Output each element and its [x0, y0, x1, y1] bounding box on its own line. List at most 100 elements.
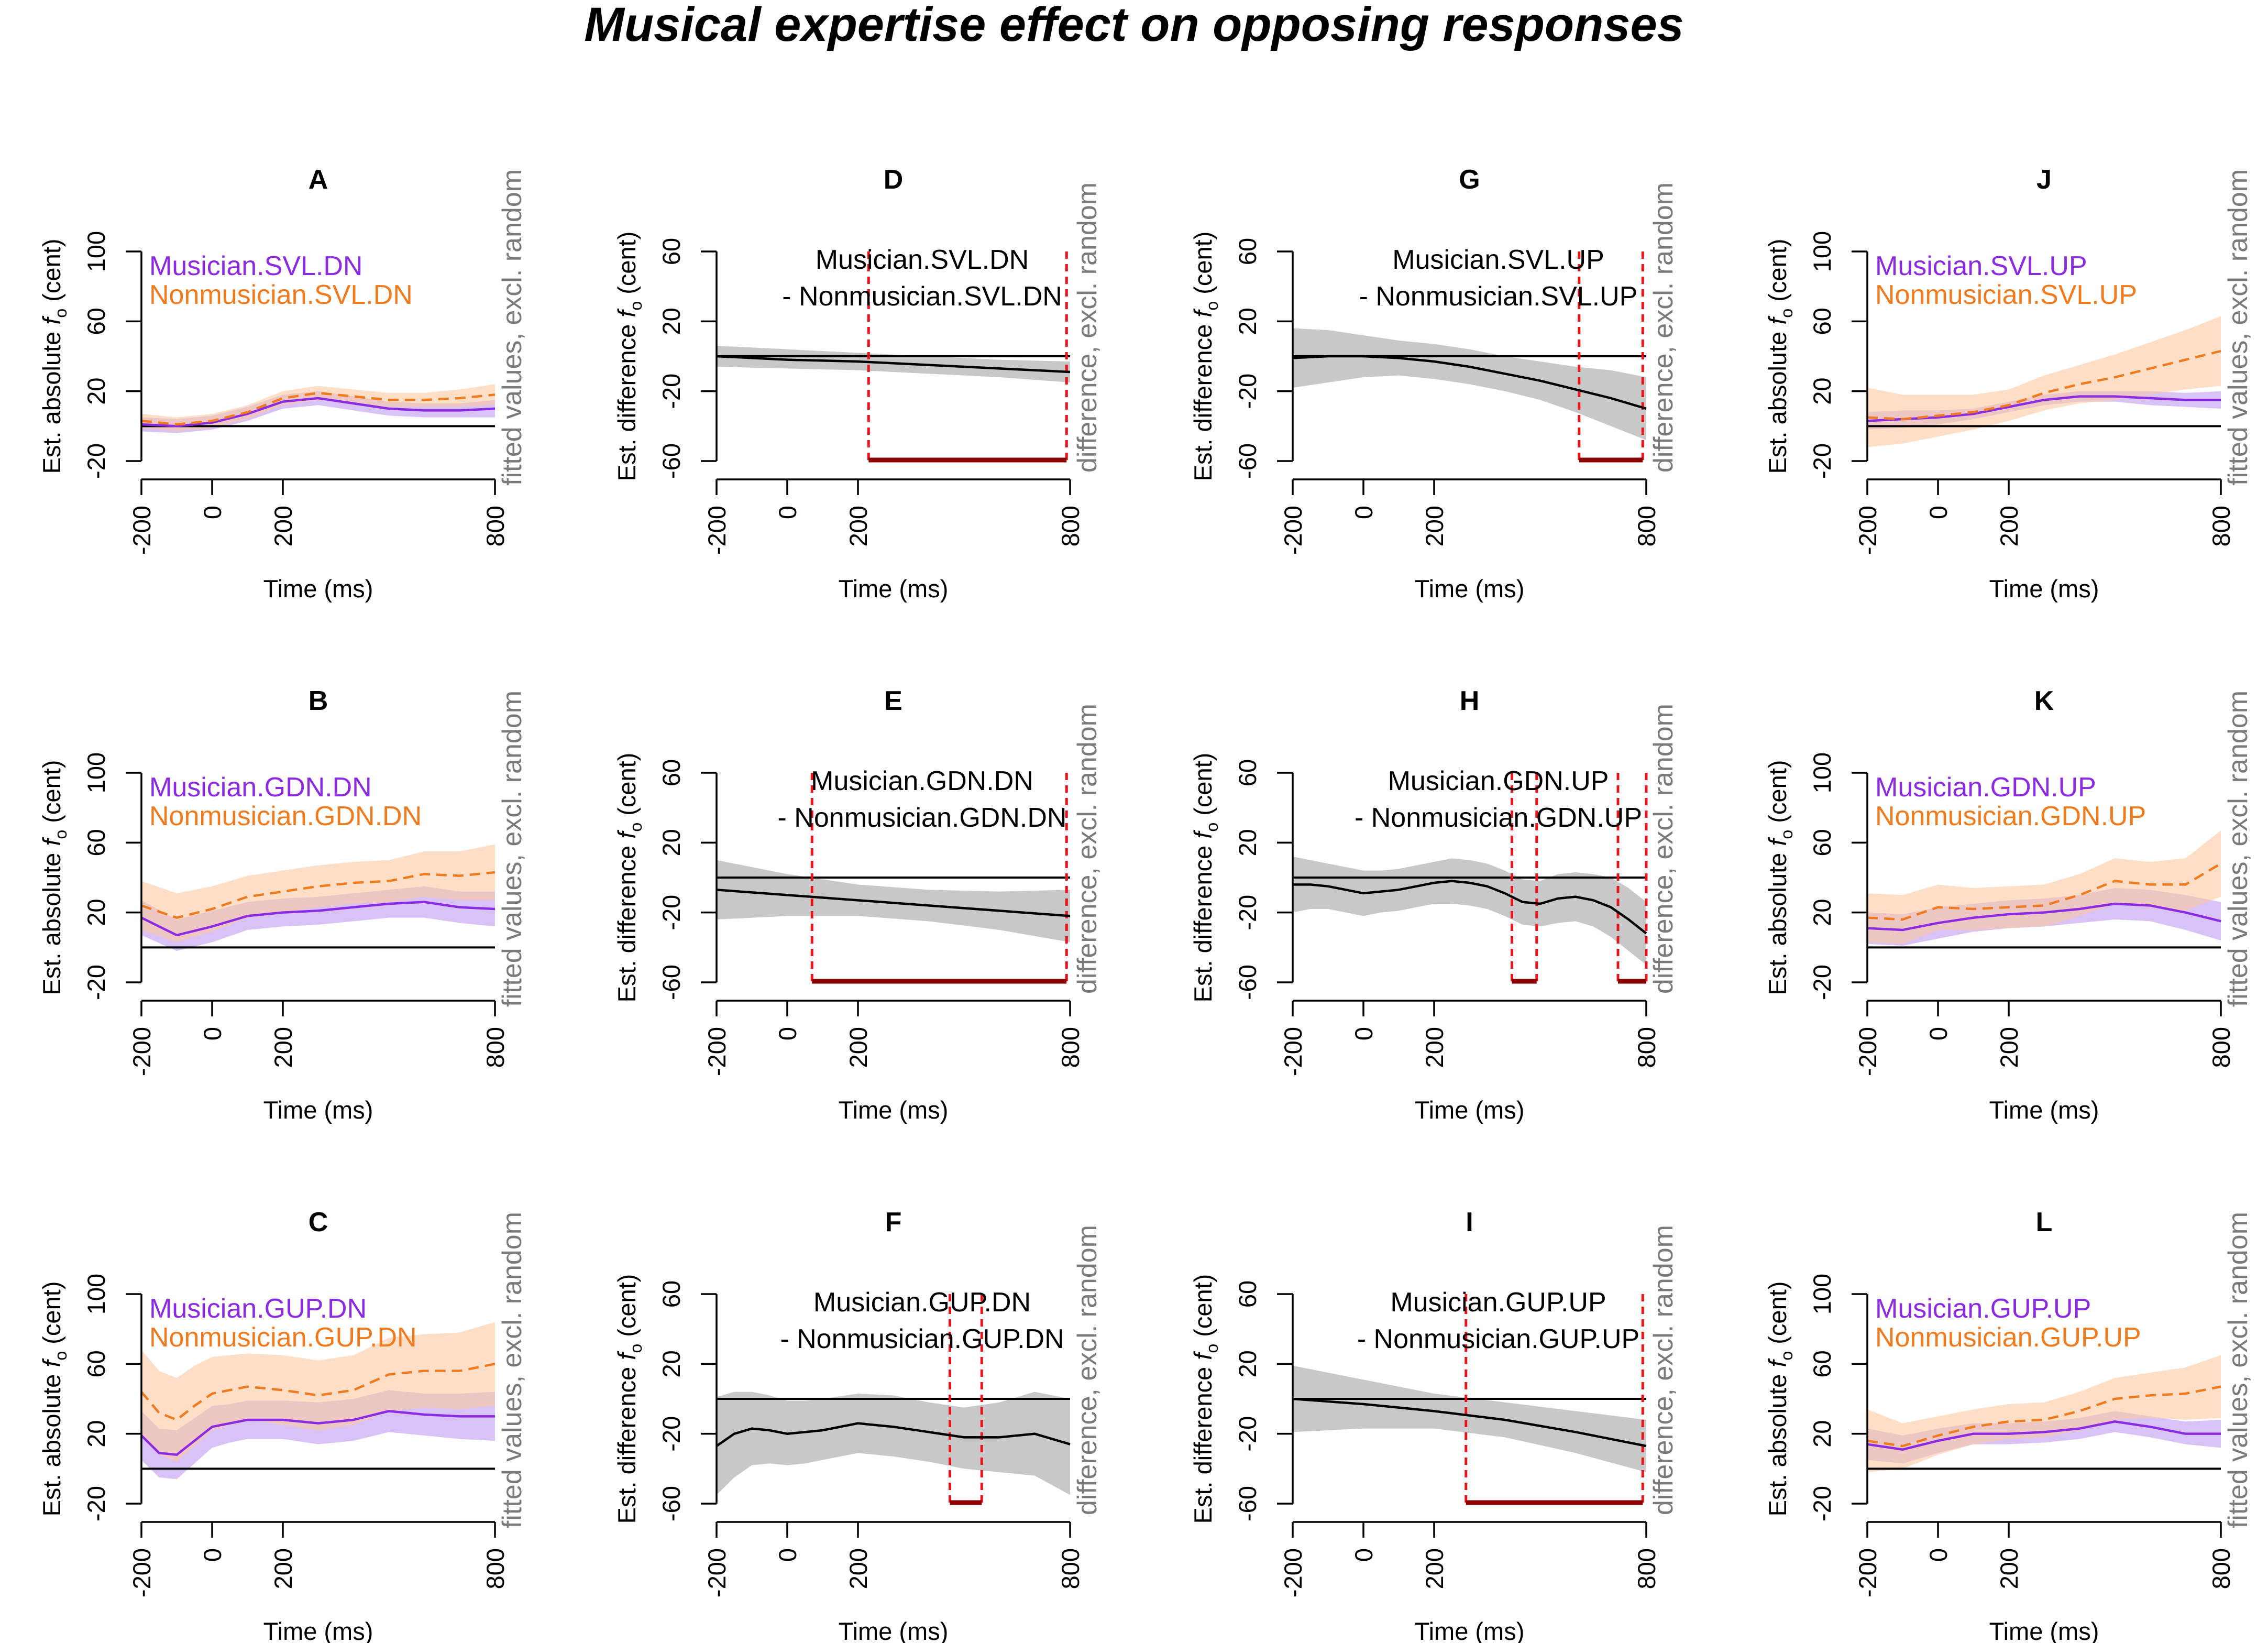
series-line [141, 901, 496, 937]
x-tick-label: 200 [269, 506, 297, 546]
x-tick-label: 800 [481, 506, 509, 546]
y-axis-label-unit: (cent) [1764, 1281, 1791, 1351]
series-line [1292, 1397, 1647, 1448]
series-line [1867, 902, 2221, 932]
panel-title: F [885, 1207, 902, 1237]
y-tick-label: 20 [82, 899, 110, 926]
x-tick-label: 0 [774, 1548, 801, 1562]
x-axis-label: Time (ms) [263, 1096, 373, 1124]
y-axis-label-unit: (cent) [1189, 753, 1217, 823]
y-axis-label-subscript: o [626, 1344, 645, 1353]
y-tick-label: 20 [1234, 829, 1261, 856]
y-tick-label: -60 [1234, 443, 1261, 479]
annotation-line-2: - Nonmusician.SVL.DN [782, 281, 1062, 312]
y-tick-label: -60 [657, 965, 685, 1000]
y-tick-label: 60 [1808, 829, 1836, 856]
side-label: fitted values, excl. random [2223, 1212, 2253, 1528]
x-tick-label: -200 [703, 1548, 731, 1597]
figure-title: Musical expertise effect on opposing res… [584, 0, 1684, 51]
y-tick-label: -20 [82, 1486, 110, 1521]
y-axis-label: Est. difference fo (cent) [613, 753, 645, 1003]
panel-title: H [1460, 686, 1480, 716]
panel-title: K [2034, 686, 2054, 716]
annotation-line-2: - Nonmusician.GDN.UP [1355, 803, 1642, 833]
y-axis-label-main: Est. absolute [1764, 1367, 1791, 1517]
x-tick-label: 200 [844, 506, 872, 546]
x-tick-label: 0 [1924, 506, 1952, 519]
x-tick-label: -200 [128, 1027, 156, 1076]
legend-musician: Musician.GUP.DN [149, 1294, 367, 1324]
y-axis-label-subscript: o [1777, 309, 1796, 318]
series-line [140, 1410, 495, 1456]
x-tick-label: -200 [1279, 1548, 1307, 1597]
y-tick-label: 20 [82, 378, 110, 405]
series-line [1293, 880, 1647, 935]
x-axis-label: Time (ms) [1989, 1096, 2099, 1124]
x-tick-label: 0 [1924, 1548, 1952, 1562]
y-axis-label-main: Est. difference [613, 317, 641, 481]
panel-title: G [1459, 165, 1480, 195]
y-tick-label: 60 [1234, 238, 1261, 265]
y-axis-label: Est. absolute fo (cent) [1764, 1281, 1796, 1517]
x-tick-label: 200 [269, 1548, 297, 1589]
x-tick-label: 0 [199, 1548, 226, 1562]
y-tick-label: 60 [82, 1350, 110, 1377]
y-axis-label: Est. absolute fo (cent) [1764, 239, 1796, 474]
y-tick-label: 60 [657, 238, 685, 265]
legend-nonmusician: Nonmusician.GDN.UP [1875, 801, 2146, 831]
x-axis-label: Time (ms) [839, 1096, 949, 1124]
y-axis-label: Est. difference fo (cent) [1189, 232, 1221, 481]
x-tick-label: 200 [844, 1027, 872, 1068]
y-tick-label: -20 [1808, 1486, 1836, 1521]
y-axis-label-subscript: o [51, 830, 70, 839]
annotation-line-2: - Nonmusician.GUP.UP [1357, 1324, 1639, 1354]
x-tick-label: -200 [128, 1548, 156, 1597]
side-label: difference, excl. random [1072, 704, 1103, 994]
panel-title: D [884, 165, 904, 195]
y-axis-label-subscript: o [51, 309, 70, 318]
y-tick-label: 60 [657, 759, 685, 786]
panel-title: C [309, 1207, 328, 1237]
y-axis-label-main: Est. difference [1189, 317, 1217, 481]
side-label: fitted values, excl. random [497, 1212, 527, 1528]
legend-nonmusician: Nonmusician.GUP.DN [149, 1322, 417, 1353]
series-line [716, 355, 1071, 374]
y-axis-label: Est. absolute fo (cent) [38, 1281, 70, 1517]
legend-nonmusician: Nonmusician.GDN.DN [149, 801, 422, 831]
y-axis-label-unit: (cent) [1764, 760, 1791, 830]
confidence-band [1867, 830, 2221, 944]
y-tick-label: 100 [1808, 1274, 1836, 1315]
y-axis-label-unit: (cent) [613, 753, 641, 823]
legend-musician: Musician.SVL.DN [149, 251, 362, 281]
x-tick-label: 200 [1995, 1548, 2023, 1589]
y-axis-label-unit: (cent) [38, 239, 65, 309]
y-axis-label: Est. absolute fo (cent) [1764, 760, 1796, 995]
confidence-band [1867, 1355, 2221, 1472]
confidence-band [141, 384, 495, 432]
y-tick-label: 20 [1808, 378, 1836, 405]
side-label: difference, excl. random [1072, 1225, 1103, 1515]
panel-d: D -60 -20 20 60 -200 0 200 800 Time (ms) Est. diff… [613, 165, 1103, 603]
legend-musician: Musician.SVL.UP [1875, 251, 2087, 281]
x-axis-label: Time (ms) [839, 1617, 949, 1643]
y-tick-label: 100 [82, 1274, 110, 1315]
x-tick-label: -200 [1279, 506, 1307, 555]
y-axis-label-unit: (cent) [1189, 232, 1217, 301]
panel-title: I [1466, 1207, 1473, 1237]
y-tick-label: -20 [1808, 443, 1836, 479]
x-tick-label: 0 [774, 506, 801, 519]
y-tick-label: 60 [1234, 759, 1261, 786]
confidence-band [1867, 316, 2221, 447]
confidence-band [1293, 1365, 1646, 1472]
annotation-line-1: Musician.SVL.UP [1392, 245, 1604, 275]
x-axis-label: Time (ms) [1415, 1617, 1525, 1643]
y-axis-label: Est. difference fo (cent) [613, 1274, 645, 1524]
panel-k: K -20 20 60 100 -200 0 200 800 Time (ms) Est. abso… [1764, 686, 2253, 1124]
y-axis-label-unit: (cent) [38, 760, 65, 830]
y-axis-label-subscript: o [1777, 830, 1796, 839]
y-axis-label: Est. absolute fo (cent) [38, 760, 70, 995]
confidence-band [1293, 328, 1646, 440]
x-tick-label: 800 [2207, 1548, 2235, 1589]
y-tick-label: 20 [1808, 899, 1836, 926]
